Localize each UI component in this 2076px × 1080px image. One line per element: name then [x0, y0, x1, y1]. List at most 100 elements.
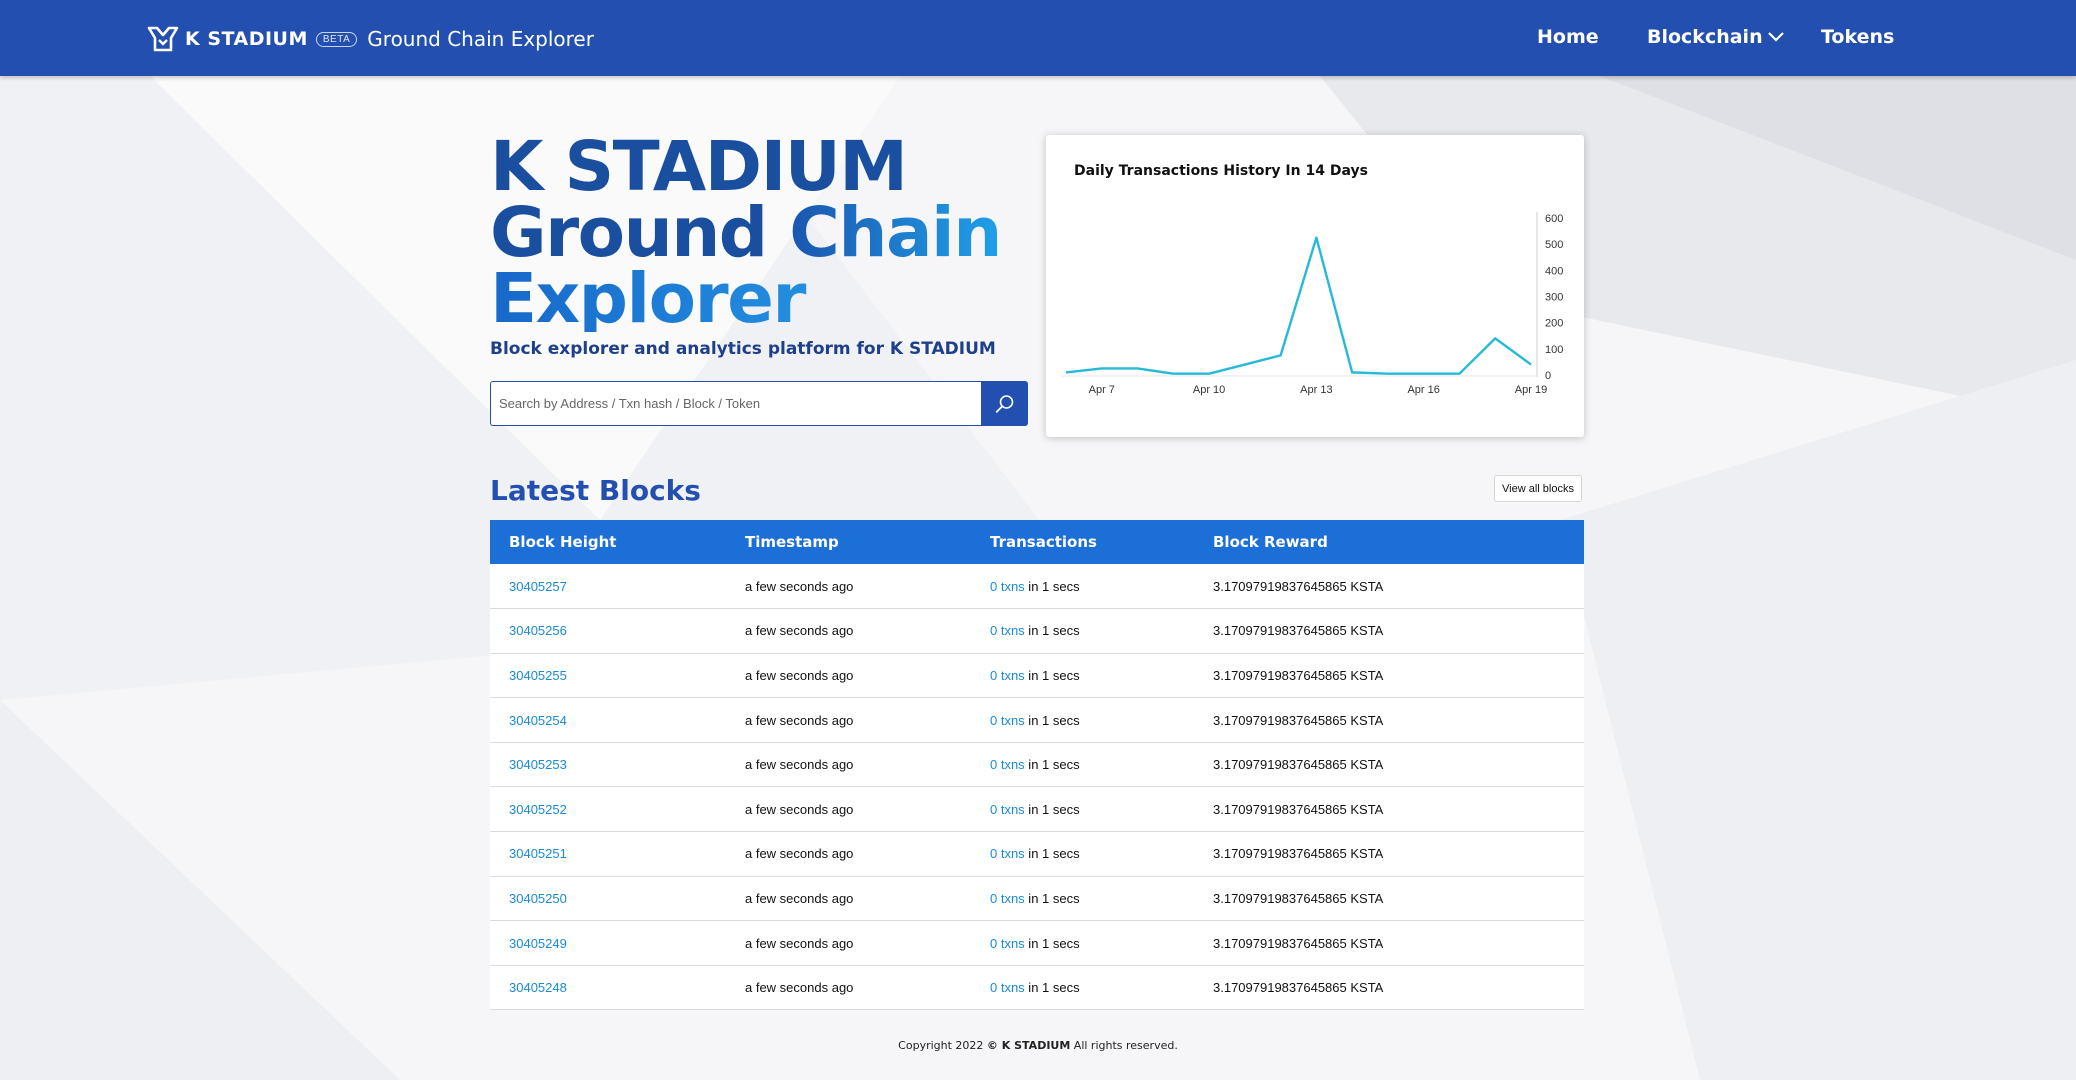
timestamp-cell: a few seconds ago	[726, 786, 971, 833]
timestamp-cell: a few seconds ago	[726, 876, 971, 922]
footer-copyright: Copyright 2022	[898, 1039, 987, 1052]
timestamp-cell: a few seconds ago	[726, 742, 971, 788]
txns-duration: in 1 secs	[1024, 578, 1080, 594]
transactions-cell: 0 txns in 1 secs	[971, 965, 1194, 1011]
column-header-block-reward: Block Reward	[1213, 533, 1328, 551]
table-row: 30405257 a few seconds ago 0 txns in 1 sec…	[490, 564, 1584, 610]
txns-link[interactable]: 0 txns	[990, 890, 1025, 906]
daily-transactions-chart-card: Daily Transactions History In 14 Days 0 1…	[1046, 135, 1584, 437]
txns-duration: in 1 secs	[1024, 801, 1080, 817]
search-button[interactable]	[981, 381, 1028, 426]
table-row: 30405256 a few seconds ago 0 txns in 1 sec…	[490, 608, 1584, 654]
block-height-cell: 30405250	[490, 876, 726, 922]
txns-link[interactable]: 0 txns	[990, 980, 1025, 996]
search-input[interactable]	[490, 381, 981, 426]
hero-line-3: Explorer	[490, 265, 1001, 334]
latest-blocks-title: Latest Blocks	[490, 474, 701, 507]
txns-link[interactable]: 0 txns	[990, 846, 1025, 862]
block-reward-cell: 3.17097919837645865 KSTA	[1194, 608, 1584, 654]
top-navbar: K STADIUM BETA Ground Chain Explorer Hom…	[0, 0, 2076, 76]
nav-tokens[interactable]: Tokens	[1821, 26, 1895, 48]
block-height-link[interactable]: 30405248	[509, 980, 567, 996]
search-bar	[490, 381, 1028, 426]
view-all-blocks-button[interactable]: View all blocks	[1494, 475, 1582, 502]
block-reward-cell: 3.17097919837645865 KSTA	[1194, 742, 1584, 788]
y-tick-label: 600	[1545, 213, 1563, 225]
timestamp-cell: a few seconds ago	[726, 653, 971, 699]
block-height-link[interactable]: 30405254	[509, 712, 567, 728]
brand-subtitle: Ground Chain Explorer	[367, 27, 594, 51]
timestamp-cell: a few seconds ago	[726, 564, 971, 610]
table-header-row: Block Height Timestamp Transactions Bloc…	[490, 520, 1584, 564]
y-tick-label: 100	[1545, 344, 1563, 356]
x-tick-label: Apr 16	[1407, 384, 1439, 396]
table-row: 30405250 a few seconds ago 0 txns in 1 sec…	[490, 876, 1584, 922]
column-header-block-height: Block Height	[509, 533, 617, 551]
txns-duration: in 1 secs	[1024, 980, 1080, 996]
chevron-down-icon	[1767, 32, 1784, 42]
transactions-cell: 0 txns in 1 secs	[971, 920, 1194, 966]
transactions-cell: 0 txns in 1 secs	[971, 608, 1194, 654]
beta-badge: BETA	[315, 31, 358, 47]
block-height-link[interactable]: 30405249	[509, 935, 567, 951]
timestamp-cell: a few seconds ago	[726, 831, 971, 877]
block-height-link[interactable]: 30405256	[509, 623, 567, 639]
txns-duration: in 1 secs	[1024, 712, 1080, 728]
block-height-link[interactable]: 30405251	[509, 846, 567, 862]
block-reward-cell: 3.17097919837645865 KSTA	[1194, 786, 1584, 833]
txns-link[interactable]: 0 txns	[990, 623, 1025, 639]
footer-brand: © K STADIUM	[986, 1039, 1071, 1052]
txns-link[interactable]: 0 txns	[990, 935, 1025, 951]
table-row: 30405252 a few seconds ago 0 txns in 1 sec…	[490, 786, 1584, 833]
block-height-link[interactable]: 30405250	[509, 890, 567, 906]
footer-rights: All rights reserved.	[1070, 1039, 1178, 1052]
y-tick-label: 200	[1545, 318, 1563, 330]
brand-name: K STADIUM	[185, 28, 308, 50]
kstadium-logo-icon	[147, 26, 179, 52]
block-height-cell: 30405255	[490, 653, 726, 699]
txns-link[interactable]: 0 txns	[990, 801, 1025, 817]
x-tick-label: Apr 19	[1515, 384, 1547, 396]
brand-logo[interactable]: K STADIUM BETA Ground Chain Explorer	[147, 24, 594, 54]
nav-blockchain[interactable]: Blockchain	[1647, 26, 1784, 48]
txns-duration: in 1 secs	[1024, 757, 1080, 773]
block-reward-cell: 3.17097919837645865 KSTA	[1194, 876, 1584, 922]
block-height-link[interactable]: 30405252	[509, 801, 567, 817]
column-header-transactions: Transactions	[990, 533, 1097, 551]
txns-duration: in 1 secs	[1024, 935, 1080, 951]
table-row: 30405249 a few seconds ago 0 txns in 1 sec…	[490, 920, 1584, 966]
nav-home[interactable]: Home	[1537, 26, 1599, 48]
block-reward-cell: 3.17097919837645865 KSTA	[1194, 831, 1584, 877]
transactions-cell: 0 txns in 1 secs	[971, 786, 1194, 833]
txns-duration: in 1 secs	[1024, 890, 1080, 906]
txns-link[interactable]: 0 txns	[990, 667, 1025, 683]
txns-link[interactable]: 0 txns	[990, 712, 1025, 728]
timestamp-cell: a few seconds ago	[726, 697, 971, 743]
transactions-cell: 0 txns in 1 secs	[971, 831, 1194, 877]
x-tick-label: Apr 13	[1300, 384, 1332, 396]
block-height-link[interactable]: 30405257	[509, 578, 567, 594]
transactions-cell: 0 txns in 1 secs	[971, 697, 1194, 743]
transactions-cell: 0 txns in 1 secs	[971, 876, 1194, 922]
block-height-link[interactable]: 30405255	[509, 667, 567, 683]
series-line	[1065, 236, 1532, 375]
table-row: 30405253 a few seconds ago 0 txns in 1 sec…	[490, 742, 1584, 788]
x-tick-label: Apr 10	[1193, 384, 1225, 396]
hero-line-1: K STADIUM	[490, 127, 908, 207]
timestamp-cell: a few seconds ago	[726, 920, 971, 966]
x-tick-label: Apr 7	[1089, 384, 1115, 396]
block-height-cell: 30405256	[490, 608, 726, 654]
hero-subtitle: Block explorer and analytics platform fo…	[490, 339, 996, 359]
chart-title: Daily Transactions History In 14 Days	[1074, 163, 1368, 179]
y-tick-label: 500	[1545, 239, 1563, 251]
table-row: 30405254 a few seconds ago 0 txns in 1 sec…	[490, 697, 1584, 743]
block-reward-cell: 3.17097919837645865 KSTA	[1194, 965, 1584, 1011]
txns-link[interactable]: 0 txns	[990, 578, 1025, 594]
y-tick-label: 300	[1545, 292, 1563, 304]
timestamp-cell: a few seconds ago	[726, 608, 971, 654]
block-height-cell: 30405253	[490, 742, 726, 788]
hero-line-2a: Ground	[490, 193, 790, 273]
block-height-link[interactable]: 30405253	[509, 757, 567, 773]
txns-duration: in 1 secs	[1024, 623, 1080, 639]
txns-link[interactable]: 0 txns	[990, 757, 1025, 773]
